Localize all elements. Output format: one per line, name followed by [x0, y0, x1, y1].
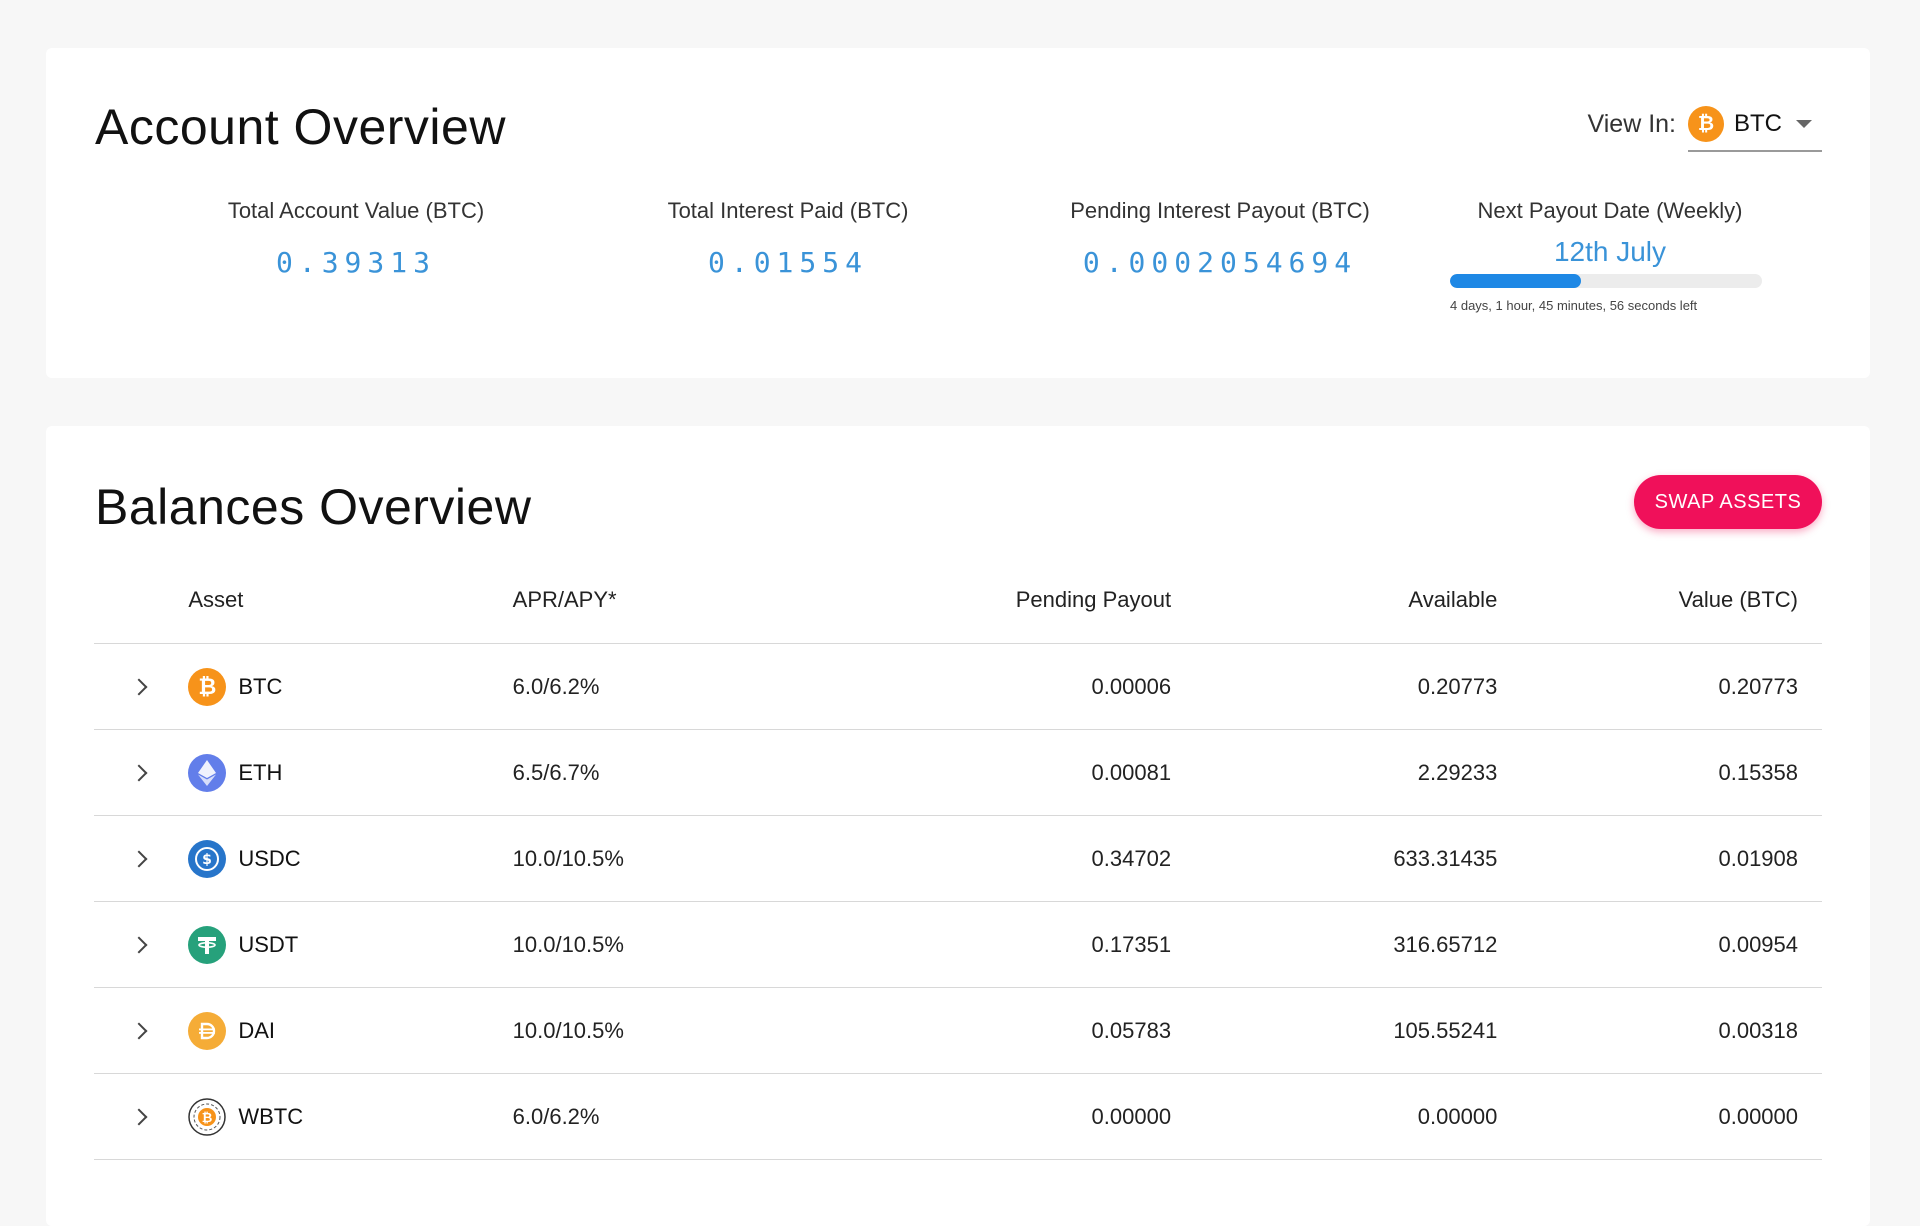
asset-cell: DAI	[188, 1011, 512, 1050]
account-overview-title: Account Overview	[95, 99, 506, 155]
btc-icon: ₿	[1688, 106, 1724, 142]
value-btc-cell: 0.00954	[1718, 931, 1799, 957]
svg-text:$: $	[202, 852, 212, 868]
value-btc-cell: 0.01908	[1718, 845, 1799, 871]
pending-payout-cell: 0.17351	[1091, 931, 1172, 957]
pending-payout-cell: 0.00081	[1091, 759, 1172, 785]
column-header-apr: APR/APY*	[512, 586, 617, 612]
stat-label: Total Interest Paid (BTC)	[667, 198, 909, 223]
expand-row-button[interactable]	[94, 764, 188, 781]
stat-label: Total Account Value (BTC)	[227, 198, 485, 223]
column-header-asset: Asset	[188, 586, 244, 612]
asset-cell: ₿ WBTC	[188, 1097, 512, 1136]
expand-row-button[interactable]	[94, 1022, 188, 1039]
available-cell: 105.55241	[1393, 1017, 1498, 1043]
value-btc-cell: 0.15358	[1718, 759, 1799, 785]
balances-overview-card: Balances Overview SWAP ASSETS Asset APR/…	[46, 426, 1870, 1226]
btc-icon: ₿	[188, 667, 227, 706]
chevron-right-icon	[130, 764, 148, 781]
stat-value: 0.0002054694	[1082, 246, 1358, 279]
currency-select[interactable]: ₿ BTC	[1688, 104, 1822, 152]
usdc-icon: $	[188, 839, 227, 878]
asset-cell: USDT	[188, 925, 512, 964]
table-body: ₿ BTC 6.0/6.2% 0.00006 0.20773 0.20773 E…	[94, 644, 1822, 1160]
table-row[interactable]: ₿ BTC 6.0/6.2% 0.00006 0.20773 0.20773	[94, 644, 1822, 730]
table-row[interactable]: USDT 10.0/10.5% 0.17351 316.65712 0.0095…	[94, 902, 1822, 988]
table-header: Asset APR/APY* Pending Payout Available …	[94, 556, 1822, 644]
table-row[interactable]: ETH 6.5/6.7% 0.00081 2.29233 0.15358	[94, 730, 1822, 816]
chevron-right-icon	[130, 850, 148, 867]
view-in-selector: View In: ₿ BTC	[1587, 104, 1822, 152]
wbtc-icon: ₿	[188, 1097, 227, 1136]
apr-cell: 10.0/10.5%	[512, 845, 624, 871]
account-overview-card: Account Overview View In: ₿ BTC Total Ac…	[46, 48, 1870, 378]
stat-total-interest-paid: Total Interest Paid (BTC) 0.01554	[598, 198, 978, 279]
table-row[interactable]: $ USDC 10.0/10.5% 0.34702 633.31435 0.01…	[94, 816, 1822, 902]
pending-payout-cell: 0.00000	[1091, 1103, 1172, 1129]
value-btc-cell: 0.00000	[1718, 1103, 1799, 1129]
next-payout: Next Payout Date (Weekly) 12th July 4 da…	[1450, 198, 1770, 313]
chevron-right-icon	[130, 1108, 148, 1125]
expand-row-button[interactable]	[94, 678, 188, 695]
expand-row-button[interactable]	[94, 1108, 188, 1125]
column-header-pending-payout: Pending Payout	[1015, 586, 1172, 612]
chevron-right-icon	[130, 678, 148, 695]
stat-pending-interest-payout: Pending Interest Payout (BTC) 0.00020546…	[1030, 198, 1410, 279]
value-btc-cell: 0.20773	[1718, 673, 1799, 699]
swap-assets-button[interactable]: SWAP ASSETS	[1634, 475, 1822, 529]
pending-payout-cell: 0.34702	[1091, 845, 1172, 871]
caret-down-icon	[1796, 120, 1812, 128]
stat-label: Pending Interest Payout (BTC)	[1070, 198, 1370, 223]
asset-name: DAI	[238, 1017, 276, 1043]
pending-payout-cell: 0.05783	[1091, 1017, 1172, 1043]
stat-value: 0.39313	[275, 246, 436, 279]
svg-text:₿: ₿	[202, 1111, 213, 1126]
balances-overview-title: Balances Overview	[95, 479, 532, 535]
expand-row-button[interactable]	[94, 936, 188, 953]
available-cell: 316.65712	[1393, 931, 1498, 957]
asset-name: USDT	[238, 931, 299, 957]
table-row[interactable]: DAI 10.0/10.5% 0.05783 105.55241 0.00318	[94, 988, 1822, 1074]
table-row[interactable]: ₿ WBTC 6.0/6.2% 0.00000 0.00000 0.00000	[94, 1074, 1822, 1160]
asset-name: BTC	[238, 673, 283, 699]
asset-name: WBTC	[238, 1103, 304, 1129]
payout-progress-bar	[1450, 274, 1762, 288]
apr-cell: 6.0/6.2%	[512, 673, 600, 699]
apr-cell: 6.5/6.7%	[512, 759, 600, 785]
pending-payout-cell: 0.00006	[1091, 673, 1172, 699]
payout-time-remaining: 4 days, 1 hour, 45 minutes, 56 seconds l…	[1450, 298, 1698, 313]
apr-cell: 10.0/10.5%	[512, 1017, 624, 1043]
chevron-right-icon	[130, 936, 148, 953]
eth-icon	[188, 753, 227, 792]
asset-cell: ETH	[188, 753, 512, 792]
usdt-icon	[188, 925, 227, 964]
view-in-label: View In:	[1587, 109, 1676, 138]
available-cell: 2.29233	[1417, 759, 1498, 785]
column-header-value-btc: Value (BTC)	[1678, 586, 1799, 612]
currency-select-value: BTC	[1734, 110, 1782, 137]
apr-cell: 10.0/10.5%	[512, 931, 624, 957]
chevron-right-icon	[130, 1022, 148, 1039]
value-btc-cell: 0.00318	[1718, 1017, 1799, 1043]
available-cell: 633.31435	[1393, 845, 1498, 871]
next-payout-label: Next Payout Date (Weekly)	[1477, 198, 1743, 223]
stat-value: 0.01554	[707, 246, 868, 279]
apr-cell: 6.0/6.2%	[512, 1103, 600, 1129]
balances-table: Asset APR/APY* Pending Payout Available …	[94, 556, 1822, 1160]
stat-total-account-value: Total Account Value (BTC) 0.39313	[166, 198, 546, 279]
asset-cell: ₿ BTC	[188, 667, 512, 706]
asset-name: USDC	[238, 845, 301, 871]
asset-cell: $ USDC	[188, 839, 512, 878]
next-payout-date: 12th July	[1553, 236, 1667, 267]
asset-name: ETH	[238, 759, 283, 785]
payout-progress-fill	[1450, 274, 1582, 288]
column-header-available: Available	[1408, 586, 1498, 612]
expand-row-button[interactable]	[94, 850, 188, 867]
available-cell: 0.20773	[1417, 673, 1498, 699]
available-cell: 0.00000	[1417, 1103, 1498, 1129]
dai-icon	[188, 1011, 227, 1050]
